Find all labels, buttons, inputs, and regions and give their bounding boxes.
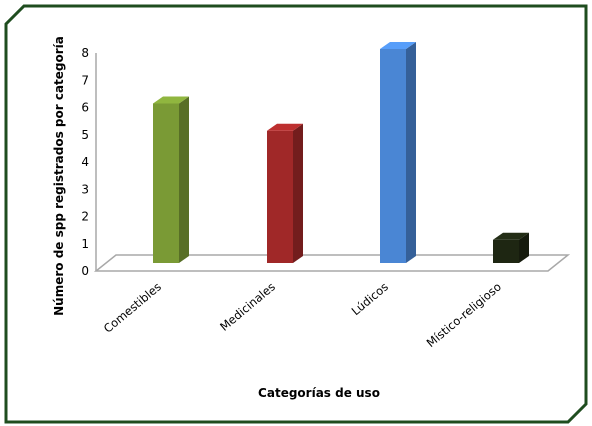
bar-front-face — [153, 103, 179, 263]
bar — [380, 42, 416, 263]
bar-top-face — [153, 96, 189, 104]
bar-front-face — [493, 239, 519, 263]
chart-frame — [4, 4, 588, 424]
y-axis-title: Número de spp registrados por categoría — [52, 36, 66, 316]
x-tick-label: Comestibles — [101, 280, 164, 336]
bars — [153, 42, 529, 263]
y-tick-label: 3 — [81, 182, 89, 196]
y-tick-label: 4 — [81, 155, 89, 169]
bar — [493, 232, 529, 263]
y-tick-label: 7 — [81, 73, 89, 87]
x-tick-label: Lúdicos — [349, 280, 391, 319]
bar-top-face — [380, 42, 416, 49]
y-tick-labels: 0 1 2 3 4 5 6 7 8 — [81, 46, 89, 278]
y-tick-label: 2 — [81, 210, 89, 224]
x-axis-title: Categorías de uso — [258, 386, 380, 400]
y-tick-label: 8 — [81, 46, 89, 60]
bar-side-face — [179, 96, 189, 263]
bar-side-face — [406, 42, 416, 263]
y-tick-label: 0 — [81, 264, 89, 278]
bar-front-face — [380, 49, 406, 263]
plot-floor — [93, 254, 571, 272]
bar-side-face — [293, 123, 303, 263]
x-tick-label: Medicinales — [217, 280, 278, 334]
bar — [153, 96, 189, 263]
x-tick-label: Místico-religioso — [424, 280, 504, 351]
bar-front-face — [267, 130, 293, 263]
y-tick-label: 1 — [81, 237, 89, 251]
x-tick-labels: Comestibles Medicinales Lúdicos Místico-rel… — [101, 280, 504, 351]
bar — [267, 123, 303, 263]
y-tick-label: 6 — [81, 101, 89, 115]
bar-top-face — [493, 232, 529, 240]
y-tick-label: 5 — [81, 128, 89, 142]
bar-top-face — [267, 123, 303, 131]
bar-side-face — [519, 232, 529, 263]
